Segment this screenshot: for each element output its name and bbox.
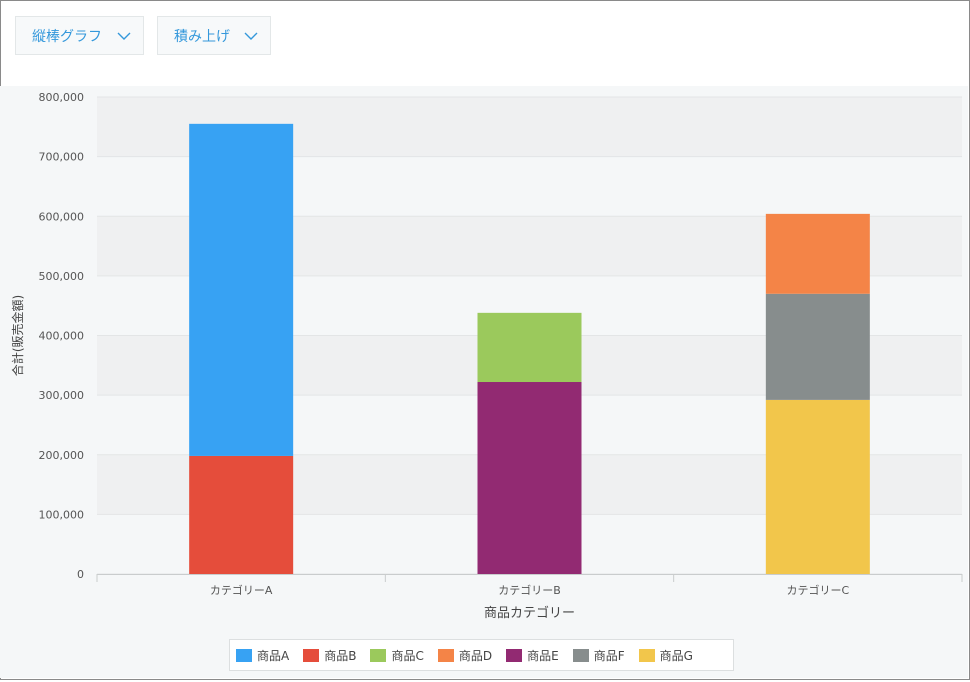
y-tick-label: 400,000 xyxy=(39,330,85,343)
y-tick-label: 300,000 xyxy=(39,389,85,402)
chart-legend: 商品A 商品B 商品C 商品D 商品E 商品F 商品G xyxy=(229,639,734,671)
legend-swatch xyxy=(236,648,252,662)
x-tick-label: カテゴリーA xyxy=(210,583,273,597)
chart-type-dropdown[interactable]: 縦棒グラフ xyxy=(15,16,144,55)
bar-segment xyxy=(765,399,870,574)
legend-label: 商品G xyxy=(659,648,693,663)
legend-label: 商品B xyxy=(324,648,357,663)
bar-segment xyxy=(765,213,870,294)
legend-item[interactable]: 商品E xyxy=(506,647,559,664)
y-axis-title: 合計(販売金額) xyxy=(10,295,25,376)
legend-item[interactable]: 商品F xyxy=(572,647,625,664)
y-tick-label: 500,000 xyxy=(39,270,85,283)
y-tick-label: 0 xyxy=(77,568,84,581)
legend-label: 商品D xyxy=(458,648,493,663)
bar-segment xyxy=(477,382,582,574)
y-tick-label: 800,000 xyxy=(39,91,85,104)
stacked-bar-chart: 0 100,000 200,000 300,000 400,000 500,000 600,… xyxy=(10,91,963,621)
chart-type-label: 縦棒グラフ xyxy=(32,28,102,45)
x-tick-label: カテゴリーB xyxy=(498,583,561,597)
y-tick-label: 700,000 xyxy=(39,151,85,164)
chevron-down-icon xyxy=(117,32,131,40)
legend-item[interactable]: 商品C xyxy=(370,647,424,664)
x-tick-label: カテゴリーC xyxy=(786,583,849,597)
y-tick-label: 200,000 xyxy=(39,449,85,462)
x-axis-title: 商品カテゴリー xyxy=(484,605,575,621)
bar-segment xyxy=(189,123,294,456)
bar-segment xyxy=(765,293,870,400)
legend-swatch xyxy=(638,648,655,662)
bar-segment xyxy=(477,312,582,383)
legend-item[interactable]: 商品B xyxy=(303,647,356,664)
legend-label: 商品E xyxy=(527,648,559,663)
legend-item[interactable]: 商品G xyxy=(638,647,693,664)
legend-swatch xyxy=(370,648,387,662)
legend-swatch xyxy=(506,648,523,662)
legend-item[interactable]: 商品D xyxy=(437,647,493,664)
legend-item[interactable]: 商品A xyxy=(236,647,289,664)
chevron-down-icon xyxy=(244,32,258,40)
stack-mode-dropdown[interactable]: 積み上げ xyxy=(157,16,271,55)
y-tick-label: 100,000 xyxy=(39,508,85,521)
bar-segment xyxy=(189,455,294,574)
legend-label: 商品C xyxy=(391,648,424,663)
legend-label: 商品F xyxy=(593,648,625,663)
toolbar: 縦棒グラフ 積み上げ xyxy=(1,1,969,87)
legend-swatch xyxy=(303,648,320,662)
legend-swatch xyxy=(572,648,589,662)
legend-swatch xyxy=(437,648,454,662)
legend-label: 商品A xyxy=(257,648,290,663)
chart-area: 0 100,000 200,000 300,000 400,000 500,000 600,… xyxy=(0,86,968,678)
y-tick-label: 600,000 xyxy=(39,210,85,223)
stack-mode-label: 積み上げ xyxy=(174,28,230,45)
